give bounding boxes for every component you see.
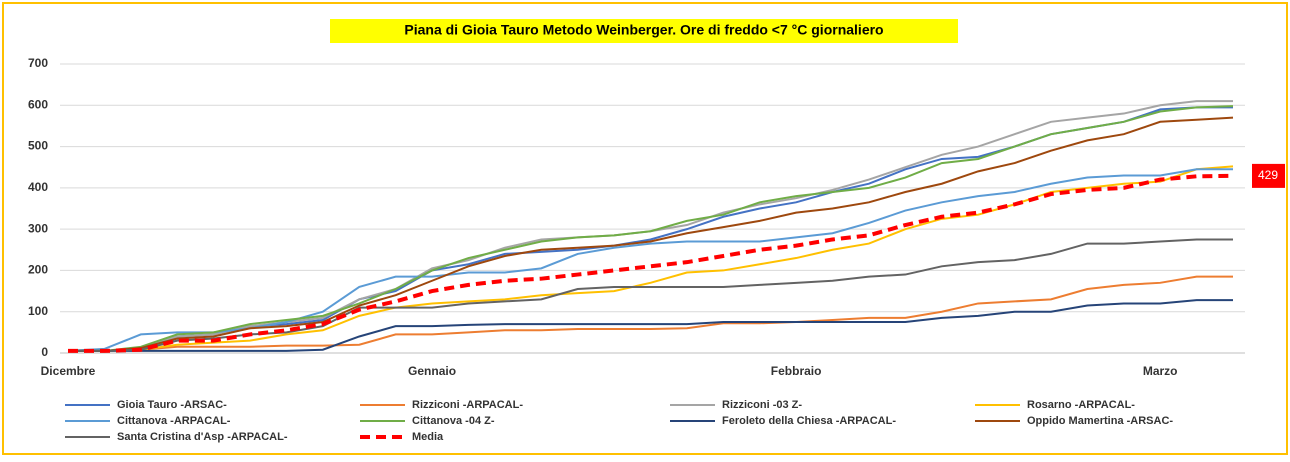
series-line [68,275,1233,352]
y-tick-label: 0 [41,345,48,359]
legend-label: Media [412,431,444,443]
series-line [68,299,1233,352]
y-tick-label: 600 [28,97,48,111]
chart-border [2,2,1288,455]
legend-label: Rizziconi -03 Z- [722,399,802,411]
x-tick-label: Dicembre [41,364,96,378]
y-tick-label: 300 [28,221,48,235]
chart-title: Piana di Gioia Tauro Metodo Weinberger. … [404,22,883,38]
title-box [330,19,958,43]
legend-label: Cittanova -04 Z- [412,415,495,427]
y-tick-label: 200 [28,263,48,277]
data-label-box [1252,163,1285,188]
series-line [67,168,1233,352]
y-tick-label: 400 [28,180,48,194]
legend-label: Feroleto della Chiesa -ARPACAL- [722,415,896,427]
series-line [68,105,1234,352]
y-tick-label: 500 [28,139,48,153]
legend-label: Cittanova -ARPACAL- [117,415,231,427]
x-tick-label: Febbraio [771,364,822,378]
legend-label: Gioia Tauro -ARSAC- [117,399,227,411]
x-tick-label: Marzo [1143,364,1178,378]
series-line [68,165,1234,352]
series-line [68,116,1234,352]
legend-label: Santa Cristina d'Asp -ARPACAL- [117,431,288,443]
average-line [68,173,1234,353]
legend-label: Oppido Mamertina -ARSAC- [1027,415,1173,427]
x-tick-label: Gennaio [408,364,456,378]
legend-label: Rosarno -ARPACAL- [1027,399,1135,411]
data-label: 429 [1258,168,1278,182]
y-tick-label: 700 [28,56,48,70]
y-tick-label: 100 [28,304,48,318]
legend-label: Rizziconi -ARPACAL- [412,399,523,411]
